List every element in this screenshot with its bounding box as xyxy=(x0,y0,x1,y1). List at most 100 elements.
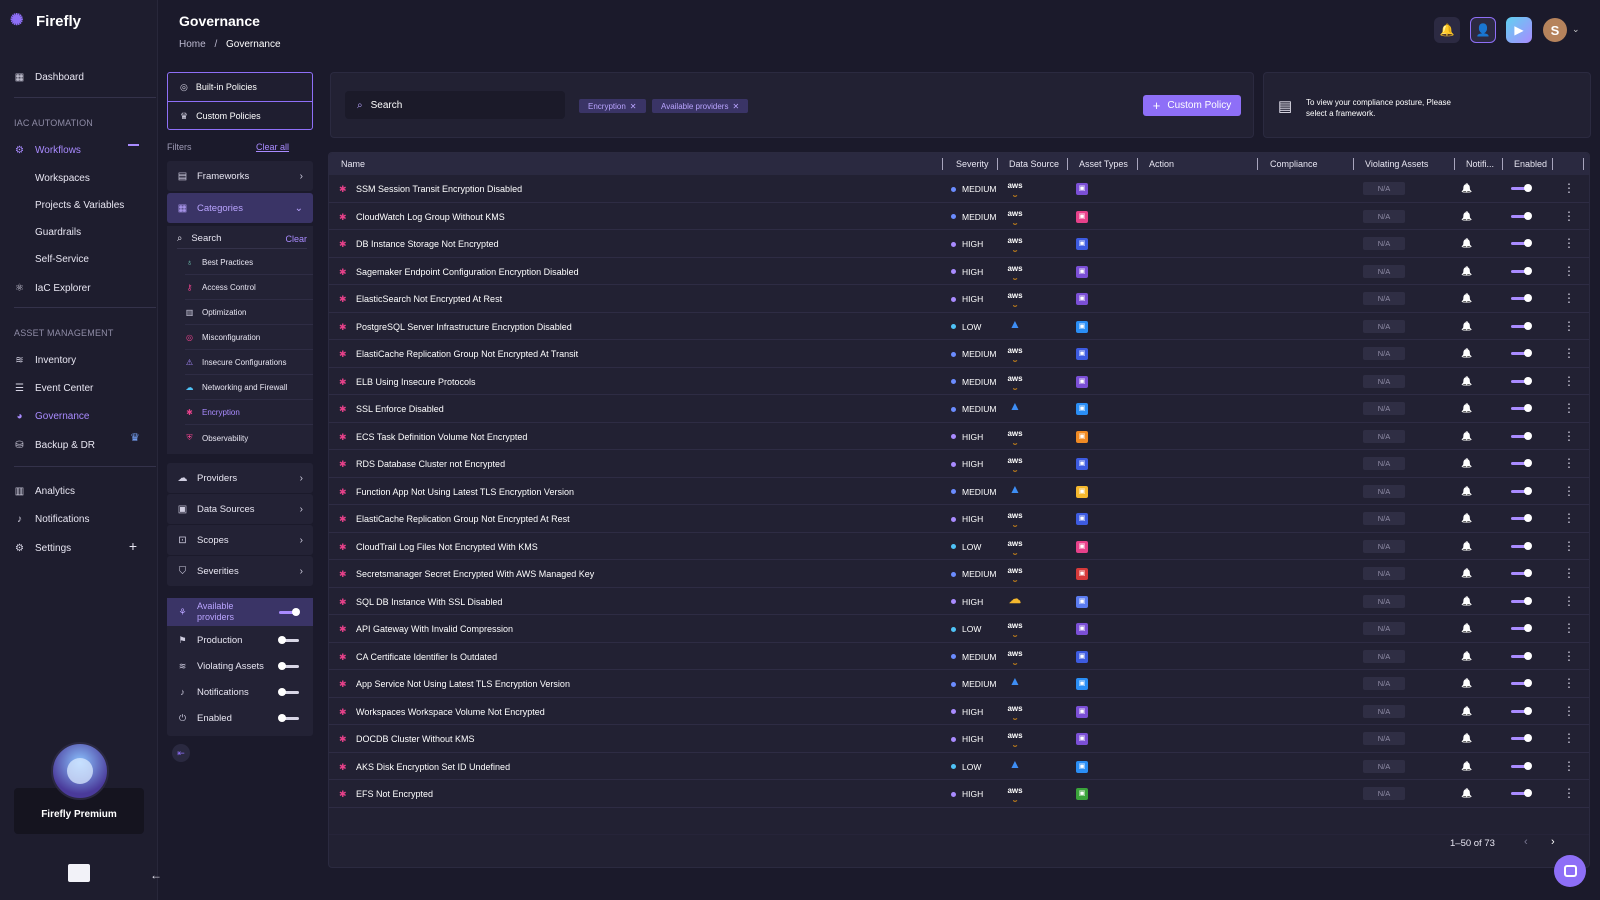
table-row[interactable]: ✱ CA Certificate Identifier Is Outdated ME… xyxy=(329,643,1589,670)
col-name[interactable]: Name xyxy=(341,159,366,169)
table-row[interactable]: ✱ DB Instance Storage Not Encrypted HIGH aw… xyxy=(329,230,1589,258)
enabled-switch[interactable] xyxy=(1511,376,1532,385)
more-options-icon[interactable]: ⋮ xyxy=(1563,236,1575,250)
policy-name[interactable]: SQL DB Instance With SSL Disabled xyxy=(356,596,503,607)
enabled-switch[interactable] xyxy=(1511,321,1532,330)
bell-icon[interactable]: 🔔 xyxy=(1461,320,1473,331)
table-row[interactable]: ✱ App Service Not Using Latest TLS Encryp… xyxy=(329,670,1589,698)
enabled-switch[interactable] xyxy=(1511,569,1532,577)
filter-frameworks[interactable]: ▤ Frameworks › xyxy=(167,161,313,191)
table-row[interactable]: ✱ ELB Using Insecure Protocols MEDIUM aws ⌣ ▣… xyxy=(329,368,1589,395)
more-options-icon[interactable]: ⋮ xyxy=(1563,593,1575,608)
enabled-switch[interactable] xyxy=(1511,486,1532,495)
nav-governance[interactable]: ◕ Governance xyxy=(14,408,89,424)
enabled-switch[interactable] xyxy=(1511,184,1532,192)
enabled-switch[interactable] xyxy=(1511,514,1532,522)
more-options-icon[interactable]: ⋮ xyxy=(1563,621,1575,635)
bell-icon[interactable]: 🔔 xyxy=(1461,733,1473,743)
enabled-switch[interactable] xyxy=(1511,459,1532,467)
chat-support-button[interactable] xyxy=(1554,855,1586,887)
policy-name[interactable]: DB Instance Storage Not Encrypted xyxy=(356,239,499,249)
category-item[interactable]: ⛨ Observability xyxy=(185,426,313,450)
filter-chip-encryption[interactable]: Encryption ✕ xyxy=(579,99,646,113)
bell-icon[interactable]: 🔔 xyxy=(1461,650,1473,661)
col-violating-assets[interactable]: Violating Assets xyxy=(1365,159,1429,169)
bell-icon[interactable]: 🔔 xyxy=(1461,788,1473,798)
col-severity[interactable]: Severity xyxy=(956,159,989,169)
nav-settings[interactable]: ⚙ Settings xyxy=(14,540,71,556)
production-switch[interactable] xyxy=(278,635,299,644)
category-item[interactable]: ▥ Optimization xyxy=(185,301,313,325)
bell-icon[interactable]: 🔔 xyxy=(1461,293,1473,303)
bell-icon[interactable]: 🔔 xyxy=(1461,348,1473,358)
violating-assets-switch[interactable] xyxy=(278,661,299,670)
close-icon[interactable]: ✕ xyxy=(732,101,740,111)
nav-dashboard[interactable]: ▦ Dashboard xyxy=(14,69,84,85)
filter-data-sources[interactable]: ▣ Data Sources › xyxy=(167,494,313,524)
collapse-sidebar-icon[interactable]: ← xyxy=(150,868,162,882)
table-row[interactable]: ✱ ElasticSearch Not Encrypted At Rest HIGH… xyxy=(329,285,1589,313)
table-row[interactable]: ✱ RDS Database Cluster not Encrypted HIGH a… xyxy=(329,450,1589,478)
more-options-icon[interactable]: ⋮ xyxy=(1563,373,1575,388)
more-options-icon[interactable]: ⋮ xyxy=(1563,703,1575,718)
table-row[interactable]: ✱ ElastiCache Replication Group Not Encry… xyxy=(329,340,1589,368)
table-row[interactable]: ✱ API Gateway With Invalid Compression LOW… xyxy=(329,615,1589,643)
col-notifications[interactable]: Notifi... xyxy=(1466,159,1495,169)
available-providers-switch[interactable] xyxy=(279,607,300,616)
more-options-icon[interactable]: ⋮ xyxy=(1563,456,1575,470)
collapse-workflows-icon[interactable] xyxy=(128,144,139,146)
collapse-filters-icon[interactable]: ⇤ xyxy=(172,744,190,762)
nav-iac-explorer[interactable]: ⚛ IaC Explorer xyxy=(14,280,91,296)
bell-icon[interactable]: 🔔 xyxy=(1461,403,1473,413)
category-item[interactable]: ◎ Misconfiguration xyxy=(185,326,313,350)
more-options-icon[interactable]: ⋮ xyxy=(1563,346,1575,360)
clear-all-link[interactable]: Clear all xyxy=(256,142,290,152)
enabled-switch[interactable] xyxy=(1511,431,1532,440)
bell-icon[interactable]: 🔔 xyxy=(1461,210,1473,221)
filter-chip-available-providers[interactable]: Available providers ✕ xyxy=(652,99,749,113)
table-row[interactable]: ✱ Sagemaker Endpoint Configuration Encryp… xyxy=(329,258,1589,285)
enabled-switch[interactable] xyxy=(1511,624,1532,632)
policy-name[interactable]: Secretsmanager Secret Encrypted With AWS… xyxy=(356,569,595,579)
policy-name[interactable]: ElastiCache Replication Group Not Encryp… xyxy=(356,349,579,359)
nav-notifications[interactable]: ♪ Notifications xyxy=(14,511,89,527)
more-options-icon[interactable]: ⋮ xyxy=(1563,758,1575,773)
policy-name[interactable]: DOCDB Cluster Without KMS xyxy=(356,734,475,744)
enabled-switch[interactable] xyxy=(1511,541,1532,550)
bell-icon[interactable]: 🔔 xyxy=(1461,458,1473,468)
policy-name[interactable]: ElasticSearch Not Encrypted At Rest xyxy=(356,294,503,304)
bell-icon[interactable]: 🔔 xyxy=(1461,375,1473,386)
category-item[interactable]: ♁ Best Practices xyxy=(185,251,313,275)
more-options-icon[interactable]: ⋮ xyxy=(1563,181,1575,195)
enabled-switch[interactable] xyxy=(1511,404,1532,412)
category-item-selected[interactable]: ✱ Encryption xyxy=(185,401,313,425)
policy-name[interactable]: Function App Not Using Latest TLS Encryp… xyxy=(356,486,574,497)
nav-analytics[interactable]: ▥ Analytics xyxy=(14,483,75,499)
col-asset-types[interactable]: Asset Types xyxy=(1079,159,1128,169)
tab-built-in-policies[interactable]: ◎ Built-in Policies xyxy=(168,73,312,101)
bell-icon[interactable]: 🔔 xyxy=(1461,678,1473,688)
policy-name[interactable]: Workspaces Workspace Volume Not Encrypte… xyxy=(356,706,545,717)
policy-name[interactable]: CA Certificate Identifier Is Outdated xyxy=(356,651,498,662)
col-enabled[interactable]: Enabled xyxy=(1514,159,1548,169)
tab-custom-policies[interactable]: ♛ Custom Policies xyxy=(168,102,312,130)
table-row[interactable]: ✱ Workspaces Workspace Volume Not Encrypt… xyxy=(329,698,1589,725)
notifications-switch[interactable] xyxy=(278,687,299,696)
policy-name[interactable]: AKS Disk Encryption Set ID Undefined xyxy=(356,761,511,772)
enabled-switch[interactable] xyxy=(1511,761,1532,770)
bell-icon[interactable]: 🔔 xyxy=(1461,238,1473,248)
custom-policy-button[interactable]: + Custom Policy xyxy=(1143,95,1241,116)
toggle-violating-assets[interactable]: ≋ Violating Assets xyxy=(167,653,313,679)
category-item[interactable]: ⚷ Access Control xyxy=(185,276,313,300)
table-row[interactable]: ✱ EFS Not Encrypted HIGH aws ⌣ ▣ N/A 🔔 ⋮ xyxy=(329,780,1589,808)
nav-inventory[interactable]: ≋ Inventory xyxy=(14,352,76,368)
breadcrumb-home[interactable]: Home xyxy=(179,39,206,50)
more-options-icon[interactable]: ⋮ xyxy=(1563,318,1575,333)
add-settings-icon[interactable]: + xyxy=(128,538,137,554)
table-row[interactable]: ✱ Function App Not Using Latest TLS Encry… xyxy=(329,478,1589,505)
nav-projects-variables[interactable]: Projects & Variables xyxy=(35,200,125,211)
bell-icon[interactable]: 🔔 xyxy=(1461,760,1473,771)
chevron-down-icon[interactable]: ⌄ xyxy=(1572,24,1580,34)
more-options-icon[interactable]: ⋮ xyxy=(1563,291,1575,305)
nav-workflows[interactable]: ⚙ Workflows xyxy=(14,142,81,158)
